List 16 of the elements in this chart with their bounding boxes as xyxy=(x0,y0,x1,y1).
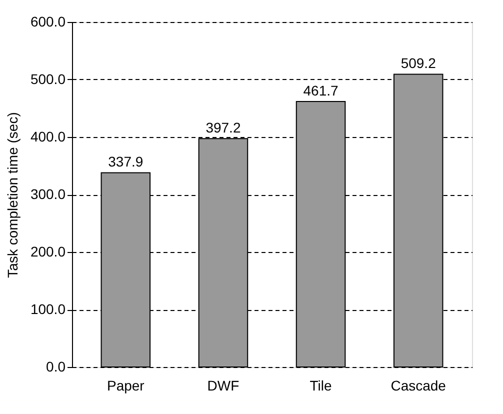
data-label: 461.7 xyxy=(303,82,339,99)
x-tick-label: DWF xyxy=(207,378,240,394)
y-tick-label: 400.0 xyxy=(30,128,66,144)
y-tick-label: 200.0 xyxy=(30,244,66,260)
y-tick-label: 300.0 xyxy=(30,186,66,202)
x-tick-label: Tile xyxy=(310,378,332,394)
y-tick-label: 500.0 xyxy=(30,71,66,87)
x-tick-label: Paper xyxy=(106,378,145,394)
x-tick-label: Cascade xyxy=(390,378,446,394)
y-axis-title: Task completion time (sec) xyxy=(4,112,20,278)
data-label: 509.2 xyxy=(400,55,436,72)
y-tick-label: 600.0 xyxy=(30,14,66,30)
y-tick-label: 0.0 xyxy=(46,358,66,374)
y-tick-label: 100.0 xyxy=(30,301,66,317)
data-label: 397.2 xyxy=(206,120,241,136)
data-label: 337.9 xyxy=(108,154,144,170)
